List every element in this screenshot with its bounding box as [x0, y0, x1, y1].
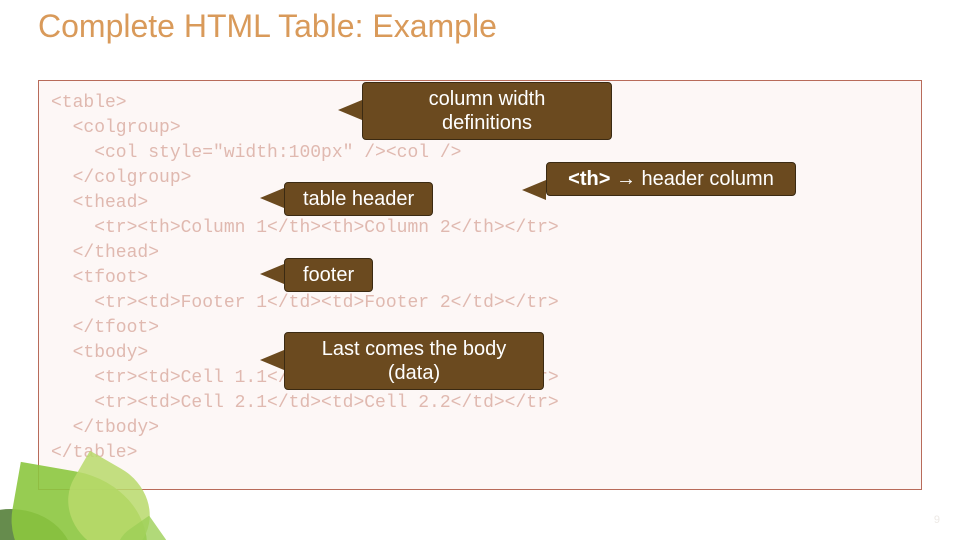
callout-th-header-column: <th> → header column: [546, 162, 796, 196]
callout-tail: [260, 188, 284, 208]
page-number: 9: [934, 514, 940, 526]
callout-body: Last comes the body (data): [284, 332, 544, 390]
slide: Complete HTML Table: Example <table> <co…: [0, 0, 960, 540]
callout-footer: footer: [284, 258, 373, 292]
callout-tail: [338, 100, 362, 120]
callout-tail: [522, 180, 546, 200]
leaf-decoration: [0, 360, 220, 540]
page-title: Complete HTML Table: Example: [38, 8, 497, 45]
callout-table-header: table header: [284, 182, 433, 216]
callout-tail: [260, 264, 284, 284]
callout-tail: [260, 350, 284, 370]
callout-column-width: column width definitions: [362, 82, 612, 140]
